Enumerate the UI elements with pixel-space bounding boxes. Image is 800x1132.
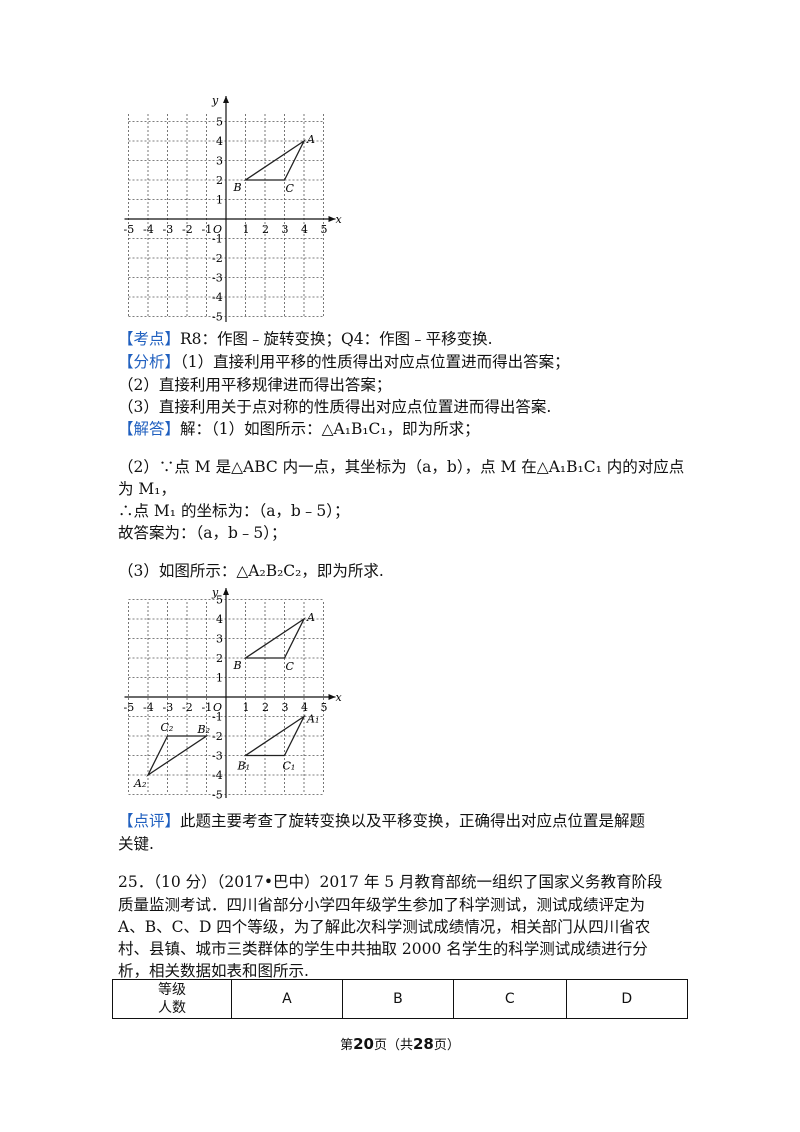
review-line: 【点评】此题主要考查了旋转变换以及平移变换，正确得出对应点位置是解题	[118, 812, 646, 830]
y-tick-label: -3	[212, 750, 223, 763]
x-tick-label: 5	[321, 223, 328, 236]
x-tick-label: -4	[143, 223, 154, 236]
fenxi-line: 【分析】（1）直接利用平移的性质得出对应点位置进而得出答案；	[118, 353, 570, 371]
origin-label: O	[213, 701, 222, 714]
vertex-label: B₁	[237, 760, 251, 773]
y-tick-label: 2	[216, 174, 223, 187]
x-tick-label: -2	[182, 701, 193, 714]
kaodian-tag: 【考点】	[118, 330, 181, 348]
y-axis-arrow	[223, 588, 229, 595]
x-tick-label: 1	[243, 701, 250, 714]
x-tick-label: 5	[321, 701, 328, 714]
x-tick-label: -1	[202, 223, 213, 236]
part2-line-1: （2）∵点 M 是△ABC 内一点，其坐标为（a，b），点 M 在△A₁B₁C₁…	[118, 458, 685, 476]
vertex-label: A₂	[133, 777, 146, 790]
y-tick-label: 4	[216, 135, 223, 148]
x-tick-label: -5	[124, 701, 135, 714]
x-tick-label: 2	[262, 701, 269, 714]
vertex-label: A₁	[306, 713, 319, 726]
kaodian-line: 【考点】R8：作图﹣旋转变换；Q4：作图﹣平移变换.	[118, 330, 493, 348]
x-tick-label: -2	[182, 223, 193, 236]
q25-line-4: 村、县镇、城市三类群体的学生中共抽取 2000 名学生的科学测试成绩进行分	[118, 940, 648, 958]
table-row: 等级 人数 A B C D	[112, 979, 689, 1019]
table-col-c: C	[452, 979, 567, 1019]
vertex-label: A	[306, 611, 315, 624]
vertex-label: C₂	[161, 721, 174, 734]
x-axis-arrow	[328, 694, 336, 700]
page-footer: 第20页（共28页）	[340, 1035, 460, 1053]
vertex-label: C₁	[283, 760, 296, 773]
triangle-abc	[243, 617, 306, 659]
y-tick-label: -3	[212, 272, 223, 285]
x-tick-label: 3	[282, 223, 289, 236]
x-axis-label: x	[336, 213, 343, 226]
y-tick-label: 4	[216, 613, 223, 626]
triangle-a1b1c1	[243, 714, 306, 757]
page-total: 28	[413, 1035, 434, 1053]
y-tick-label: 1	[216, 194, 223, 207]
vertex-label: B	[233, 181, 242, 194]
q25-line-1: 25．（10 分）（2017•巴中）2017 年 5 月教育部统一组织了国家义务…	[118, 873, 663, 891]
vertex-label: C	[286, 182, 295, 195]
y-axis-arrow	[223, 96, 229, 103]
part2-line-3: ∴点 M₁ 的坐标为：（a，b﹣5）；	[118, 502, 350, 520]
x-tick-label: 1	[243, 223, 250, 236]
vertex-label: C	[286, 660, 295, 673]
y-tick-label: 3	[216, 633, 223, 646]
x-axis-arrow	[328, 216, 336, 222]
review-tag: 【点评】	[118, 812, 181, 830]
x-tick-label: 4	[301, 223, 308, 236]
vertex-label: B	[233, 659, 242, 672]
y-tick-label: -2	[212, 730, 223, 743]
x-tick-label: -1	[202, 701, 213, 714]
fenxi-line-2: （2）直接利用平移规律进而得出答案；	[118, 376, 392, 394]
x-tick-label: 2	[262, 223, 269, 236]
y-tick-label: -1	[212, 711, 223, 724]
x-axis-label: x	[336, 691, 343, 704]
y-tick-label: -1	[212, 233, 223, 246]
q25-line-5: 析，相关数据如表和图所示.	[118, 962, 309, 980]
fenxi-line-3: （3）直接利用关于点对称的性质得出对应点位置进而得出答案.	[118, 398, 552, 416]
y-tick-label: 5	[216, 594, 223, 607]
part2-line-2: 为 M₁，	[118, 480, 177, 498]
x-tick-label: -3	[163, 223, 174, 236]
triangle-abc	[243, 139, 306, 181]
y-axis-label: y	[211, 94, 219, 107]
y-tick-label: -2	[212, 252, 223, 265]
y-tick-label: -5	[212, 789, 223, 802]
y-axis-label: y	[211, 586, 219, 599]
y-tick-label: 2	[216, 652, 223, 665]
jieda-line: 【解答】解：（1）如图所示：△A₁B₁C₁，即为所求；	[118, 420, 480, 438]
vertex-label: A	[306, 133, 315, 146]
y-tick-label: 5	[216, 116, 223, 129]
q25-line-3: A、B、C、D 四个等级，为了解此次科学测试成绩情况，相关部门从四川省农	[118, 918, 651, 936]
y-tick-label: -4	[212, 291, 223, 304]
vertex-label: B₂	[197, 723, 211, 736]
triangle-a2b2c2	[146, 735, 209, 777]
part3-line: （3）如图所示：△A₂B₂C₂，即为所求.	[118, 562, 384, 580]
x-tick-label: -3	[163, 701, 174, 714]
y-tick-label: 3	[216, 155, 223, 168]
table-col-b: B	[341, 979, 454, 1019]
q25-line-2: 质量监测考试．四川省部分小学四年级学生参加了科学测试，测试成绩评定为	[118, 896, 646, 914]
fenxi-tag: 【分析】	[118, 353, 181, 371]
grade-table: 等级 人数 A B C D	[112, 979, 689, 1019]
y-tick-label: -4	[212, 769, 223, 782]
part2-line-4: 故答案为：（a，b﹣5）；	[118, 524, 287, 542]
y-tick-label: 1	[216, 672, 223, 685]
x-tick-label: 4	[301, 701, 308, 714]
jieda-tag: 【解答】	[118, 420, 181, 438]
origin-label: O	[213, 223, 222, 236]
page-number: 20	[353, 1035, 374, 1053]
review-line-2: 关键.	[118, 835, 154, 853]
x-tick-label: -4	[143, 701, 154, 714]
table-header-cell: 等级 人数	[112, 979, 232, 1019]
x-tick-label: 3	[282, 701, 289, 714]
x-tick-label: -5	[124, 223, 135, 236]
y-tick-label: -5	[212, 311, 223, 324]
table-col-a: A	[231, 979, 343, 1019]
table-col-d: D	[565, 979, 689, 1019]
